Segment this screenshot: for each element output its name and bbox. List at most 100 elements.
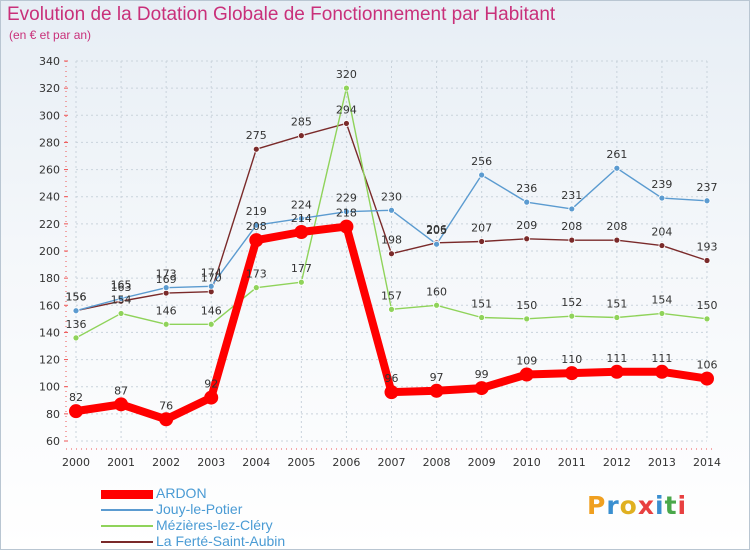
data-point xyxy=(159,412,174,427)
data-point xyxy=(207,320,215,328)
x-tick-label: 2010 xyxy=(513,456,541,469)
data-label: 169 xyxy=(156,273,177,286)
x-tick-label: 2000 xyxy=(62,456,90,469)
logo-letter: r xyxy=(606,491,620,520)
grid-lines xyxy=(75,60,708,442)
data-label: 156 xyxy=(66,291,87,304)
data-label: 229 xyxy=(336,192,357,205)
data-point xyxy=(204,390,219,405)
legend-swatch xyxy=(101,509,153,511)
data-label: 207 xyxy=(471,222,492,235)
data-label: 110 xyxy=(561,353,582,366)
data-point xyxy=(703,257,711,264)
data-label: 173 xyxy=(156,268,177,281)
legend-label: Jouy-le-Potier xyxy=(156,501,243,517)
data-label: 320 xyxy=(336,68,357,81)
x-tick-label: 2003 xyxy=(197,456,225,469)
y-tick-label: 160 xyxy=(39,299,60,312)
y-tick-label: 80 xyxy=(46,408,60,421)
data-point xyxy=(523,315,531,323)
logo-letter: x xyxy=(637,491,655,520)
data-point xyxy=(568,236,576,244)
data-point xyxy=(433,301,440,309)
data-point xyxy=(252,221,260,229)
data-label: 150 xyxy=(697,299,718,312)
x-tick-label: 2011 xyxy=(558,456,586,469)
data-label: 152 xyxy=(561,296,582,309)
y-tick-label: 180 xyxy=(39,272,60,285)
data-point xyxy=(568,205,576,213)
data-point xyxy=(388,206,395,214)
data-point xyxy=(654,364,669,379)
data-point xyxy=(613,164,621,172)
data-point xyxy=(162,284,170,292)
data-label: 154 xyxy=(111,293,132,306)
legend-label: La Ferté-Saint-Aubin xyxy=(156,533,286,549)
x-tick-label: 2014 xyxy=(693,456,721,469)
data-point xyxy=(478,238,486,245)
data-point xyxy=(703,315,711,323)
data-label: 275 xyxy=(246,129,267,142)
legend-label: ARDON xyxy=(156,485,207,501)
data-point xyxy=(252,145,260,153)
x-tick-label: 2006 xyxy=(332,456,360,469)
data-label: 239 xyxy=(651,178,672,191)
y-tick-label: 220 xyxy=(39,218,60,231)
data-point xyxy=(523,235,531,243)
series-points xyxy=(69,84,714,427)
data-point xyxy=(117,310,125,317)
data-point xyxy=(613,314,621,321)
data-point xyxy=(658,242,666,249)
data-label: 231 xyxy=(561,189,582,202)
y-tick-label: 200 xyxy=(39,245,60,258)
data-label: 92 xyxy=(204,378,218,391)
data-label: 106 xyxy=(697,359,718,372)
data-label: 236 xyxy=(516,182,537,195)
data-point xyxy=(564,366,579,381)
logo-letter: i xyxy=(655,491,665,520)
data-label: 136 xyxy=(66,318,87,331)
data-label: 170 xyxy=(201,272,222,285)
data-label: 146 xyxy=(201,304,222,317)
data-point xyxy=(117,295,125,302)
y-tick-label: 120 xyxy=(39,354,60,367)
data-label: 165 xyxy=(111,279,132,292)
data-point xyxy=(478,314,486,321)
x-tick-label: 2002 xyxy=(152,456,180,469)
chart-subtitle: (en € et par an) xyxy=(9,28,92,42)
data-label: 198 xyxy=(381,234,402,247)
data-point xyxy=(294,225,309,239)
data-point xyxy=(297,215,305,222)
data-point xyxy=(700,371,714,386)
data-label: 208 xyxy=(246,220,267,233)
legend-swatch xyxy=(101,490,153,499)
axes: 60 80 100 120 140 160 180 200 220 240 260 280 300 320… xyxy=(39,55,721,469)
x-tick-label: 2001 xyxy=(107,456,135,469)
data-point xyxy=(339,219,354,234)
data-label: 214 xyxy=(291,212,312,225)
data-label: 208 xyxy=(606,220,627,233)
y-tick-label: 60 xyxy=(46,435,60,448)
data-point xyxy=(384,385,399,400)
data-label: 208 xyxy=(561,220,582,233)
data-label: 146 xyxy=(156,304,177,317)
data-label: 230 xyxy=(381,190,402,203)
data-label: 151 xyxy=(471,298,492,311)
y-tick-label: 340 xyxy=(39,55,60,68)
data-label: 111 xyxy=(651,352,672,365)
x-tick-label: 2008 xyxy=(423,456,451,469)
data-label: 261 xyxy=(606,148,627,161)
data-label: 156 xyxy=(66,291,87,304)
data-label: 193 xyxy=(697,241,718,254)
data-label: 111 xyxy=(606,352,627,365)
data-point xyxy=(297,132,305,140)
data-point xyxy=(297,278,305,286)
data-point xyxy=(568,312,576,320)
data-label: 219 xyxy=(246,205,267,218)
data-label: 285 xyxy=(291,116,312,129)
data-label: 150 xyxy=(516,299,537,312)
legend-swatch xyxy=(101,525,153,527)
data-label: 206 xyxy=(426,223,447,236)
